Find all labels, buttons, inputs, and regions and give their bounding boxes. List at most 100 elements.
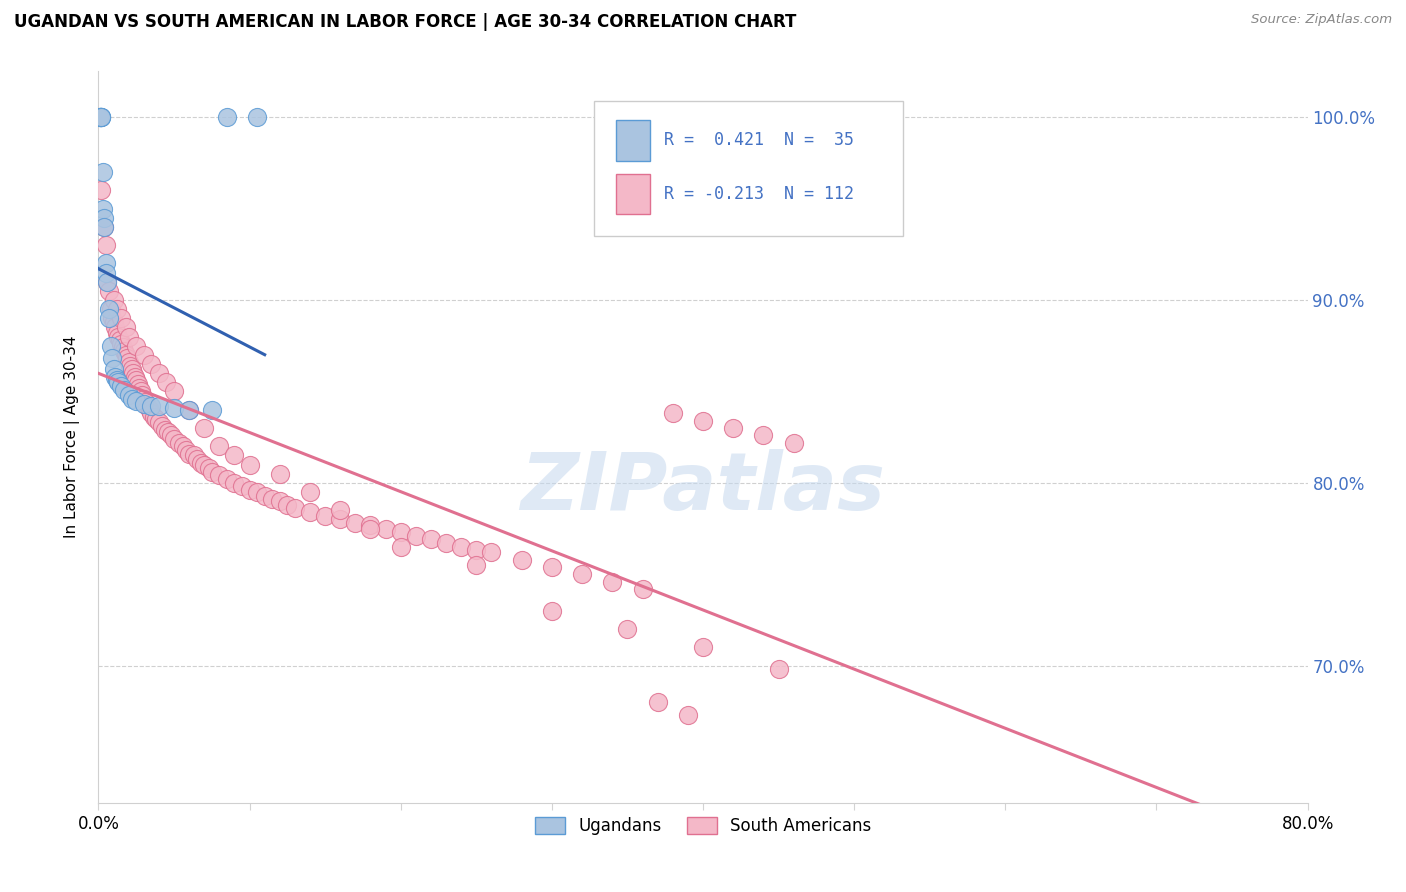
Point [96,275,118,289]
Point [647,695,669,709]
Point [172,439,194,453]
Point [89,110,111,124]
Point [100,301,122,316]
Point [118,388,141,402]
Point [98,284,121,298]
Point [434,536,457,550]
Point [631,582,654,596]
Point [129,384,152,399]
Point [150,419,173,434]
Bar [616,120,650,161]
Point [201,465,224,479]
Point [571,567,593,582]
Point [131,388,153,402]
Point [148,416,170,430]
Point [91,165,114,179]
Point [101,311,124,326]
Point [148,366,170,380]
Point [183,448,205,462]
Point [239,483,262,497]
Text: ZIPatlas: ZIPatlas [520,450,886,527]
Point [190,456,212,470]
Point [141,357,163,371]
Point [163,401,186,415]
Point [90,183,112,197]
Point [692,414,714,428]
Point [118,329,141,343]
Point [344,516,367,530]
Point [93,219,115,234]
Point [540,560,562,574]
Point [98,301,121,316]
Point [134,395,156,409]
Point [124,369,146,384]
Point [246,110,269,124]
Point [783,435,806,450]
Point [121,392,143,406]
Point [215,110,238,124]
Point [768,662,790,676]
Point [540,604,562,618]
Point [100,338,122,352]
Point [208,468,231,483]
Point [93,211,115,225]
Point [201,402,224,417]
FancyBboxPatch shape [595,101,903,235]
Point [112,383,135,397]
Point [145,411,167,425]
Point [179,402,201,417]
Point [141,406,163,420]
Point [253,489,276,503]
Point [262,492,284,507]
Point [692,640,714,655]
Point [127,377,149,392]
Point [89,110,111,124]
Legend: Ugandans, South Americans: Ugandans, South Americans [529,811,877,842]
Point [132,348,155,362]
Point [108,333,131,347]
Text: UGANDAN VS SOUTH AMERICAN IN LABOR FORCE | AGE 30-34 CORRELATION CHART: UGANDAN VS SOUTH AMERICAN IN LABOR FORCE… [14,13,796,31]
Point [90,110,112,124]
Point [125,338,148,352]
Y-axis label: In Labor Force | Age 30-34: In Labor Force | Age 30-34 [63,335,80,539]
Point [299,505,322,519]
Point [661,406,683,420]
Point [752,428,775,442]
Point [110,379,132,393]
Point [723,421,745,435]
Point [208,439,231,453]
Point [94,265,117,279]
Point [101,351,124,366]
Point [118,355,141,369]
Point [269,467,291,481]
Point [141,399,163,413]
Point [114,320,136,334]
Point [143,409,166,424]
Point [174,442,197,457]
Point [107,375,129,389]
Point [360,517,382,532]
Point [153,423,176,437]
Point [616,622,638,636]
Bar [616,174,650,214]
Point [179,446,201,460]
Point [90,110,112,124]
Point [246,484,269,499]
Point [135,399,157,413]
Point [193,458,215,472]
Point [103,362,125,376]
Point [107,329,129,343]
Point [125,393,148,408]
Point [132,392,155,406]
Point [160,428,183,442]
Point [114,348,136,362]
Point [105,326,128,340]
Point [156,425,179,439]
Point [193,421,215,435]
Point [94,238,117,252]
Point [299,484,322,499]
Point [269,494,291,508]
Point [465,558,488,573]
Point [389,525,412,540]
Point [163,384,186,399]
